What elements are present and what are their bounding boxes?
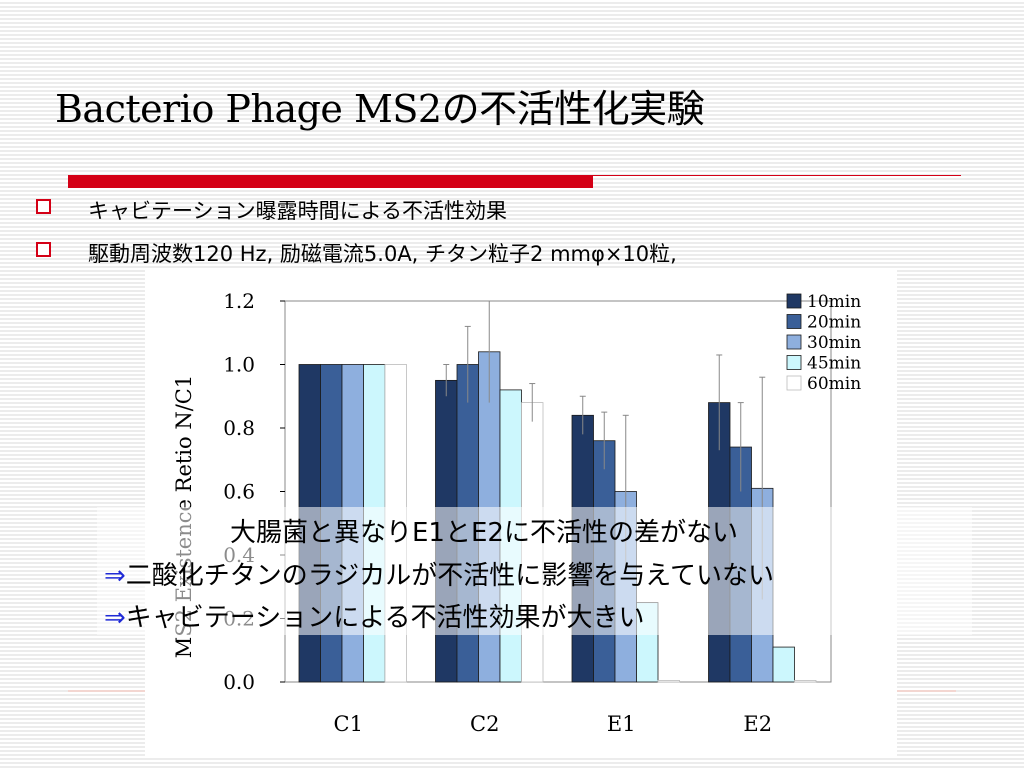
x-tick-label: C2 (470, 712, 499, 736)
conclusion-text: 二酸化チタンのラジカルが不活性に影響を与えていない (125, 561, 774, 591)
x-tick-label: E2 (743, 712, 772, 736)
implies-arrow-icon: ⇒ (104, 561, 126, 591)
conclusion-text: キャビテーションによる不活性効果が大きい (125, 603, 645, 633)
conclusion-text: 大腸菌と異なりE1とE2に不活性の差がない (230, 518, 738, 548)
conclusion-line: ⇒キャビテーションによる不活性効果が大きい (104, 597, 645, 634)
title-underline-bar (68, 175, 593, 188)
bar (772, 646, 795, 683)
y-tick-label: 0.0 (223, 670, 255, 694)
bar (794, 680, 817, 683)
legend-label: 10min (807, 292, 861, 312)
legend-label: 60min (807, 374, 861, 394)
legend-label: 20min (807, 313, 861, 333)
conclusion-line: 大腸菌と異なりE1とE2に不活性の差がない (230, 512, 738, 549)
conclusion-line: ⇒二酸化チタンのラジカルが不活性に影響を与えていない (104, 555, 774, 592)
slide-title: Bacterio Phage MS2の不活性化実験 (55, 87, 705, 131)
legend-swatch (786, 355, 802, 370)
implies-arrow-icon: ⇒ (104, 603, 126, 633)
y-tick-label: 1.0 (223, 353, 255, 377)
y-tick-label: 0.6 (223, 480, 255, 504)
conclusion-panel (97, 507, 972, 635)
legend-label: 30min (807, 333, 861, 353)
legend-swatch (786, 375, 802, 391)
bullet-text: 駆動周波数120 Hz, 励磁電流5.0A, チタン粒子2 mmφ×10粒, (88, 242, 677, 266)
legend-swatch (786, 293, 802, 309)
bar (657, 680, 680, 683)
legend-swatch (786, 334, 802, 350)
square-bullet-icon (36, 242, 51, 257)
x-tick-label: C1 (334, 712, 363, 736)
legend-label: 45min (807, 354, 861, 374)
legend-swatch (786, 314, 802, 329)
bullet-text: キャビテーション曝露時間による不活性効果 (88, 199, 507, 223)
y-tick-label: 0.8 (223, 416, 255, 440)
title-underline-rule (593, 175, 961, 176)
x-tick-label: E1 (607, 712, 636, 736)
y-tick-label: 1.2 (223, 289, 255, 313)
square-bullet-icon (36, 199, 51, 214)
